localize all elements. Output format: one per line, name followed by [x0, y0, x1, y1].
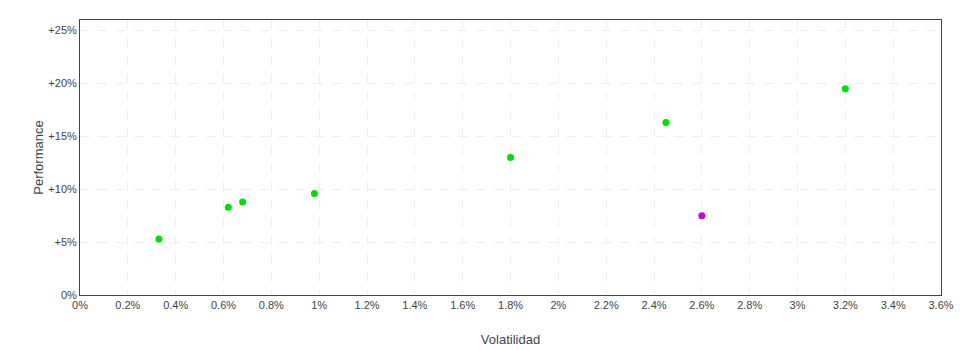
svg-text:+15%: +15%: [48, 130, 77, 142]
svg-text:0.8%: 0.8%: [259, 299, 284, 311]
svg-text:Volatilidad: Volatilidad: [481, 332, 540, 347]
svg-text:0.2%: 0.2%: [115, 299, 140, 311]
svg-text:2.8%: 2.8%: [737, 299, 762, 311]
svg-text:2.6%: 2.6%: [689, 299, 714, 311]
svg-text:1.8%: 1.8%: [498, 299, 523, 311]
svg-text:2.2%: 2.2%: [594, 299, 619, 311]
svg-text:3.6%: 3.6%: [928, 299, 953, 311]
svg-text:+5%: +5%: [54, 236, 77, 248]
svg-text:1.6%: 1.6%: [450, 299, 475, 311]
svg-text:2.4%: 2.4%: [641, 299, 666, 311]
svg-text:0%: 0%: [61, 289, 77, 301]
svg-text:0.4%: 0.4%: [163, 299, 188, 311]
svg-text:3.2%: 3.2%: [833, 299, 858, 311]
svg-text:1%: 1%: [311, 299, 327, 311]
svg-text:0%: 0%: [72, 299, 88, 311]
svg-text:1.2%: 1.2%: [354, 299, 379, 311]
svg-text:+25%: +25%: [48, 24, 77, 36]
svg-text:1.4%: 1.4%: [402, 299, 427, 311]
svg-text:+10%: +10%: [48, 183, 77, 195]
svg-text:0.6%: 0.6%: [211, 299, 236, 311]
svg-text:3%: 3%: [790, 299, 806, 311]
svg-text:Performance: Performance: [31, 120, 46, 194]
svg-text:+20%: +20%: [48, 77, 77, 89]
svg-text:2%: 2%: [550, 299, 566, 311]
svg-text:3.4%: 3.4%: [881, 299, 906, 311]
